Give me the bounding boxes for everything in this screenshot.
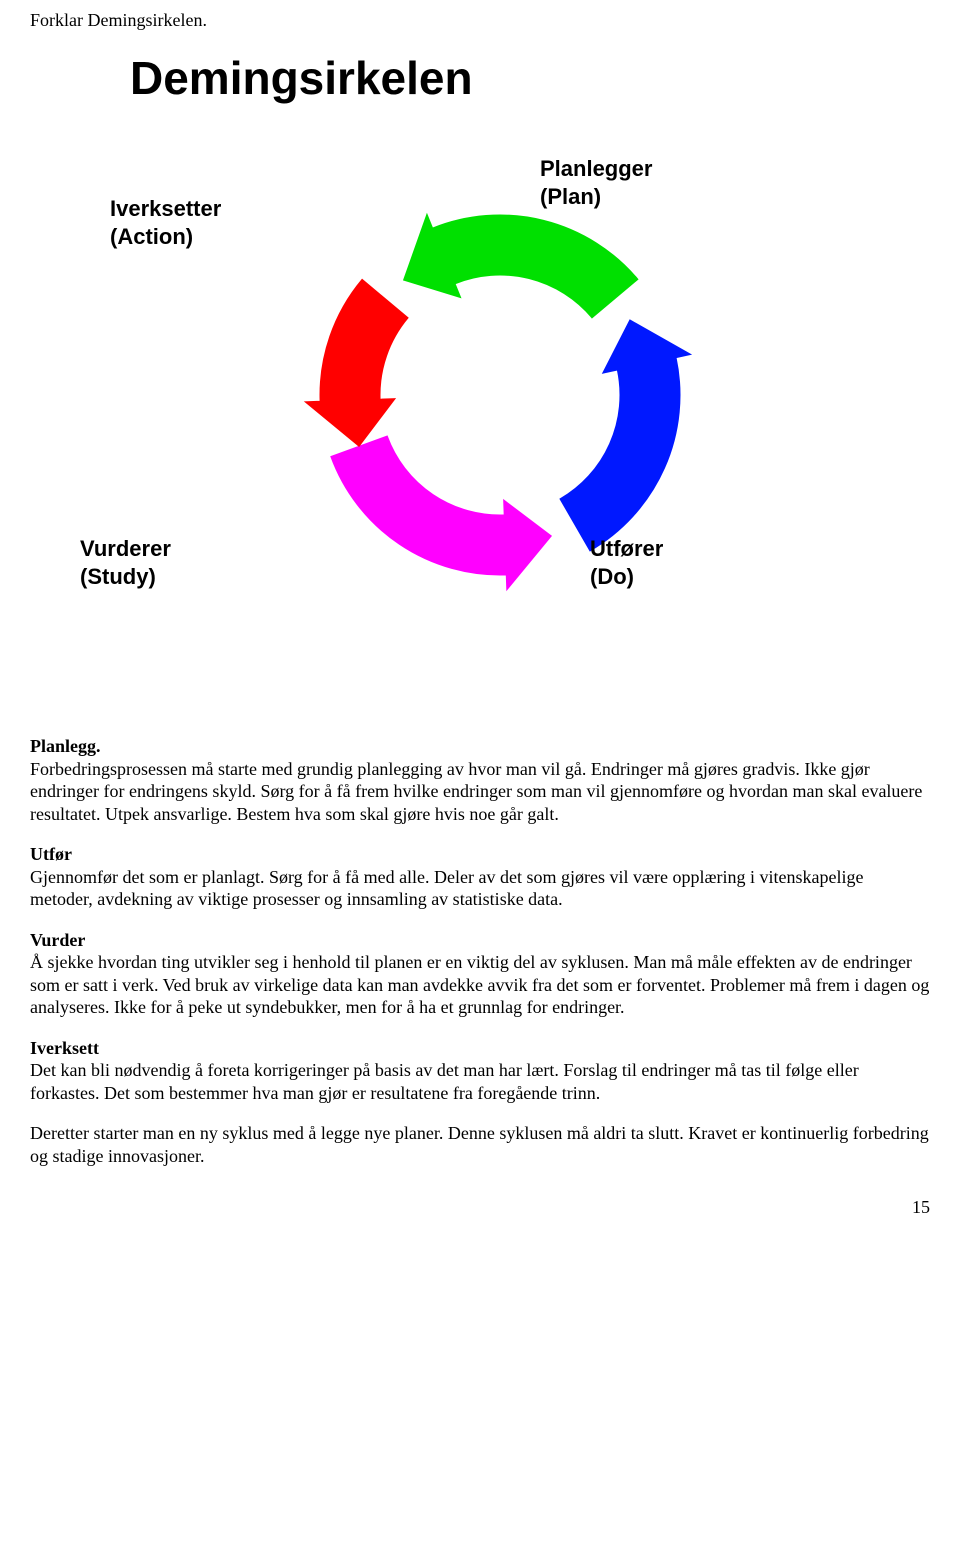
label-do-line2: (Do) xyxy=(590,564,634,589)
label-plan-line1: Planlegger xyxy=(540,156,652,181)
cycle-svg xyxy=(260,155,740,635)
section-planlegg: Planlegg. Forbedringsprosessen må starte… xyxy=(30,735,930,825)
label-plan: Planlegger (Plan) xyxy=(540,155,652,210)
section-utfor: Utfør Gjennomfør det som er planlagt. Sø… xyxy=(30,843,930,911)
page-header: Forklar Demingsirkelen. xyxy=(30,10,930,31)
utfor-text: Gjennomfør det som er planlagt. Sørg for… xyxy=(30,867,863,910)
label-plan-line2: (Plan) xyxy=(540,184,601,209)
diagram-title: Demingsirkelen xyxy=(130,51,930,105)
vurder-text: Å sjekke hvordan ting utvikler seg i hen… xyxy=(30,952,929,1017)
deming-cycle-diagram: Iverksetter (Action) Planlegger (Plan) V… xyxy=(110,115,830,695)
cycle-arrow-plan xyxy=(560,320,691,551)
section-vurder: Vurder Å sjekke hvordan ting utvikler se… xyxy=(30,929,930,1019)
section-iverksett: Iverksett Det kan bli nødvendig å foreta… xyxy=(30,1037,930,1105)
label-action-line1: Iverksetter xyxy=(110,196,221,221)
label-study-line1: Vurderer xyxy=(80,536,171,561)
label-action-line2: (Action) xyxy=(110,224,193,249)
label-study-line2: (Study) xyxy=(80,564,156,589)
vurder-heading: Vurder xyxy=(30,930,85,950)
label-study: Vurderer (Study) xyxy=(80,535,171,590)
closing-text: Deretter starter man en ny syklus med å … xyxy=(30,1122,930,1167)
iverksett-text: Det kan bli nødvendig å foreta korrigeri… xyxy=(30,1060,859,1103)
planlegg-text: Forbedringsprosessen må starte med grund… xyxy=(30,759,922,824)
planlegg-heading: Planlegg. xyxy=(30,736,101,756)
label-do-line1: Utfører xyxy=(590,536,663,561)
body-text: Planlegg. Forbedringsprosessen må starte… xyxy=(30,735,930,1167)
label-action: Iverksetter (Action) xyxy=(110,195,221,250)
label-do: Utfører (Do) xyxy=(590,535,663,590)
cycle-arrow-study xyxy=(305,279,408,446)
iverksett-heading: Iverksett xyxy=(30,1038,99,1058)
cycle-arrow-do xyxy=(404,214,638,318)
page-number: 15 xyxy=(30,1197,930,1218)
utfor-heading: Utfør xyxy=(30,844,72,864)
cycle-arrow-action xyxy=(331,436,551,590)
